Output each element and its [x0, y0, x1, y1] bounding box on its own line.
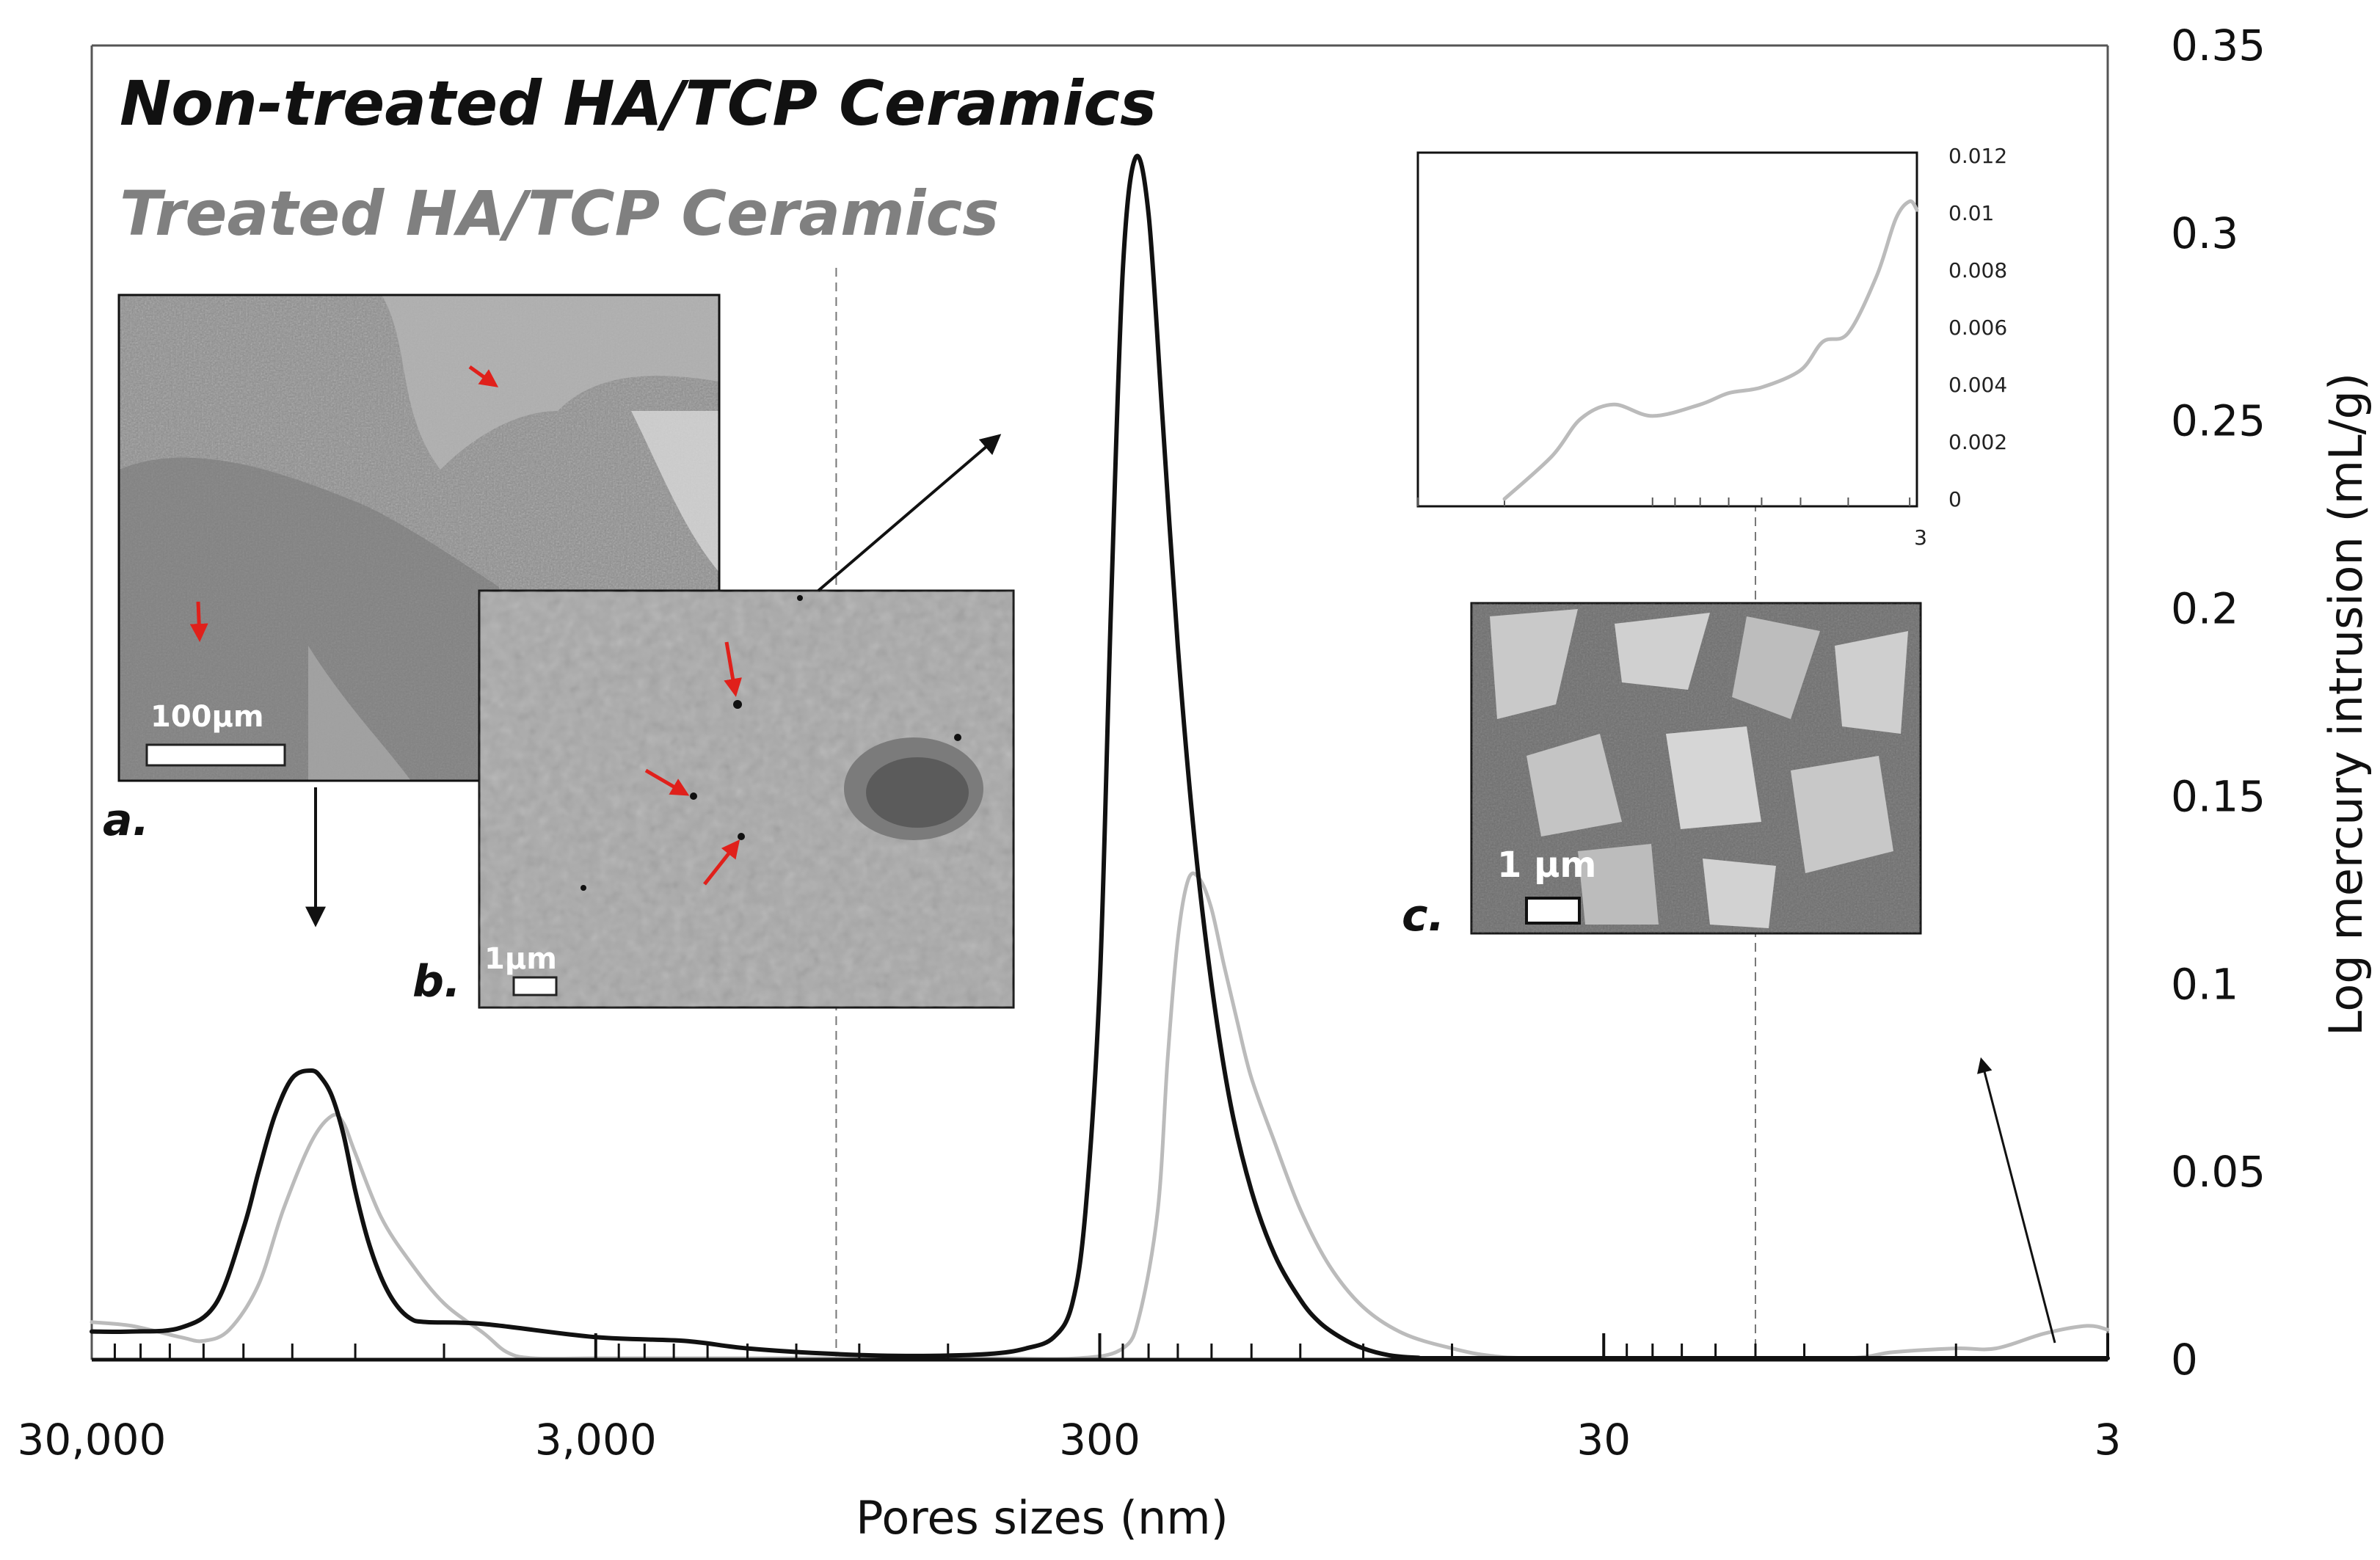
- scale-label-a: 100µm: [150, 700, 264, 734]
- micrograph-c: 1 µm: [1470, 602, 1922, 935]
- panel-letter-b: b.: [412, 956, 461, 1007]
- scale-label-b: 1µm: [484, 942, 557, 976]
- legend: Non-treated HA/TCP Ceramics Treated HA/T…: [95, 48, 1157, 249]
- plot-frame: [90, 44, 2109, 1360]
- arrow-b: [817, 434, 1002, 592]
- series-line-non-treated: [90, 153, 2110, 1361]
- scale-bar-b: [512, 976, 558, 996]
- inset-y-tick-label: 0.012: [1948, 144, 2007, 168]
- x-axis-ticks: [113, 1333, 2109, 1360]
- legend-treated: Treated HA/TCP Ceramics: [120, 178, 999, 249]
- y-tick-label: 0.2: [2171, 584, 2238, 634]
- y-axis-title: Log mercury intrusion (mL/g): [2319, 373, 2373, 1036]
- panel-letter-a: a.: [103, 795, 149, 846]
- y-tick-label: 0: [2171, 1335, 2198, 1385]
- scale-bar-c: [1525, 897, 1581, 925]
- inset-y-tick-label: 0.002: [1948, 430, 2007, 454]
- inset-curve: [1502, 199, 1919, 501]
- scale-label-c: 1 µm: [1497, 845, 1596, 886]
- y-tick-label: 0.25: [2171, 396, 2266, 446]
- inset-y-tick-label: 0.008: [1948, 258, 2007, 283]
- micrograph-a: 100µm: [117, 294, 721, 782]
- y-tick-label: 0.05: [2171, 1147, 2266, 1197]
- x-tick-label: 3: [2095, 1415, 2122, 1465]
- inset-x-tick-label: 3: [1914, 525, 1927, 550]
- x-tick-label: 30: [1576, 1415, 1631, 1465]
- y-tick-label: 0.3: [2171, 208, 2238, 258]
- arrow-c: [1977, 1057, 2056, 1344]
- legend-non-treated: Non-treated HA/TCP Ceramics: [120, 68, 1157, 139]
- inset-y-tick-label: 0.01: [1948, 201, 1994, 225]
- inset-series-line: [1502, 199, 1919, 501]
- panel-letter-c: c.: [1402, 890, 1444, 941]
- inset-y-tick-labels: 0 0.002 0.004 0.006 0.008 0.01 0.012: [1948, 144, 2007, 511]
- scale-bar-a: [145, 743, 286, 767]
- x-tick-label: 300: [1059, 1415, 1140, 1465]
- x-axis-tick-labels: 30,000 3,000 300 30 3: [18, 1415, 2122, 1465]
- inset-y-tick-label: 0.004: [1948, 373, 2007, 397]
- inset-chart: 0 0.002 0.004 0.006 0.008 0.01 0.012 3: [1416, 144, 2007, 550]
- x-tick-label: 3,000: [535, 1415, 657, 1465]
- micrograph-b: 1µm: [478, 589, 1015, 1009]
- y-tick-label: 0.35: [2171, 21, 2266, 70]
- inset-x-ticks: [1417, 497, 1911, 506]
- x-tick-label: 30,000: [18, 1415, 167, 1465]
- y-tick-label: 0.1: [2171, 959, 2238, 1009]
- annotation-arrows: [305, 434, 2056, 1344]
- x-axis-title: Pores sizes (nm): [856, 1491, 1229, 1545]
- inset-y-tick-label: 0.006: [1948, 316, 2007, 340]
- inset-y-tick-label: 0: [1948, 487, 1962, 511]
- y-tick-label: 0.15: [2171, 771, 2266, 821]
- y-axis-tick-labels: 0 0.05 0.1 0.15 0.2 0.25 0.3 0.35: [2171, 21, 2266, 1385]
